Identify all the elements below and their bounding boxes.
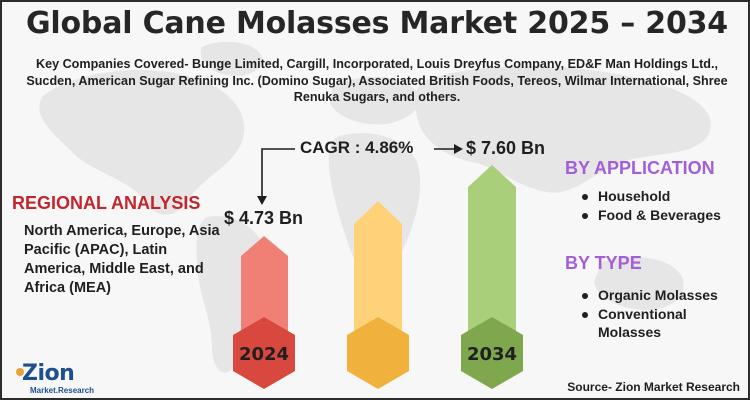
cagr-right-arrowhead	[454, 144, 463, 154]
regional-analysis-body: North America, Europe, Asia Pacific (APA…	[24, 223, 220, 296]
badge-2034	[461, 317, 523, 389]
type-list: Organic Molasses Conventional Molasses	[580, 286, 745, 342]
application-list: Household Food & Beverages	[580, 187, 721, 224]
value-2024: $ 4.73 Bn	[224, 208, 304, 228]
source-note: Source- Zion Market Research	[567, 380, 740, 394]
cagr-label: CAGR : 4.86%	[300, 138, 414, 157]
badge-2024	[233, 317, 295, 389]
by-type-title: BY TYPE	[565, 253, 642, 273]
cagr-left-arrow	[261, 148, 295, 198]
year-2024-label: 2024	[239, 344, 289, 365]
list-item: Household	[580, 187, 721, 206]
page-title: Global Cane Molasses Market 2025 – 2034	[26, 6, 728, 41]
zion-logo: Zion Market.Research	[16, 361, 106, 398]
logo-dot-icon	[16, 368, 24, 376]
badge-middle	[347, 317, 409, 389]
bar-2024	[241, 236, 288, 335]
year-2034-label: 2034	[467, 344, 517, 365]
cagr-left-arrowhead	[257, 196, 267, 205]
bar-middle	[354, 201, 402, 335]
by-application-title: BY APPLICATION	[565, 158, 715, 178]
value-2034: $ 7.60 Bn	[466, 138, 546, 158]
logo-subtext: Market.Research	[30, 386, 95, 395]
list-item: Organic Molasses	[580, 286, 745, 305]
logo-wordmark: Zion	[22, 361, 75, 386]
bar-2034	[468, 165, 516, 335]
regional-analysis-title: REGIONAL ANALYSIS	[12, 193, 201, 213]
list-item: Conventional Molasses	[580, 305, 745, 342]
list-item: Food & Beverages	[580, 206, 721, 225]
key-companies-text: Key Companies Covered- Bunge Limited, Ca…	[26, 57, 728, 104]
